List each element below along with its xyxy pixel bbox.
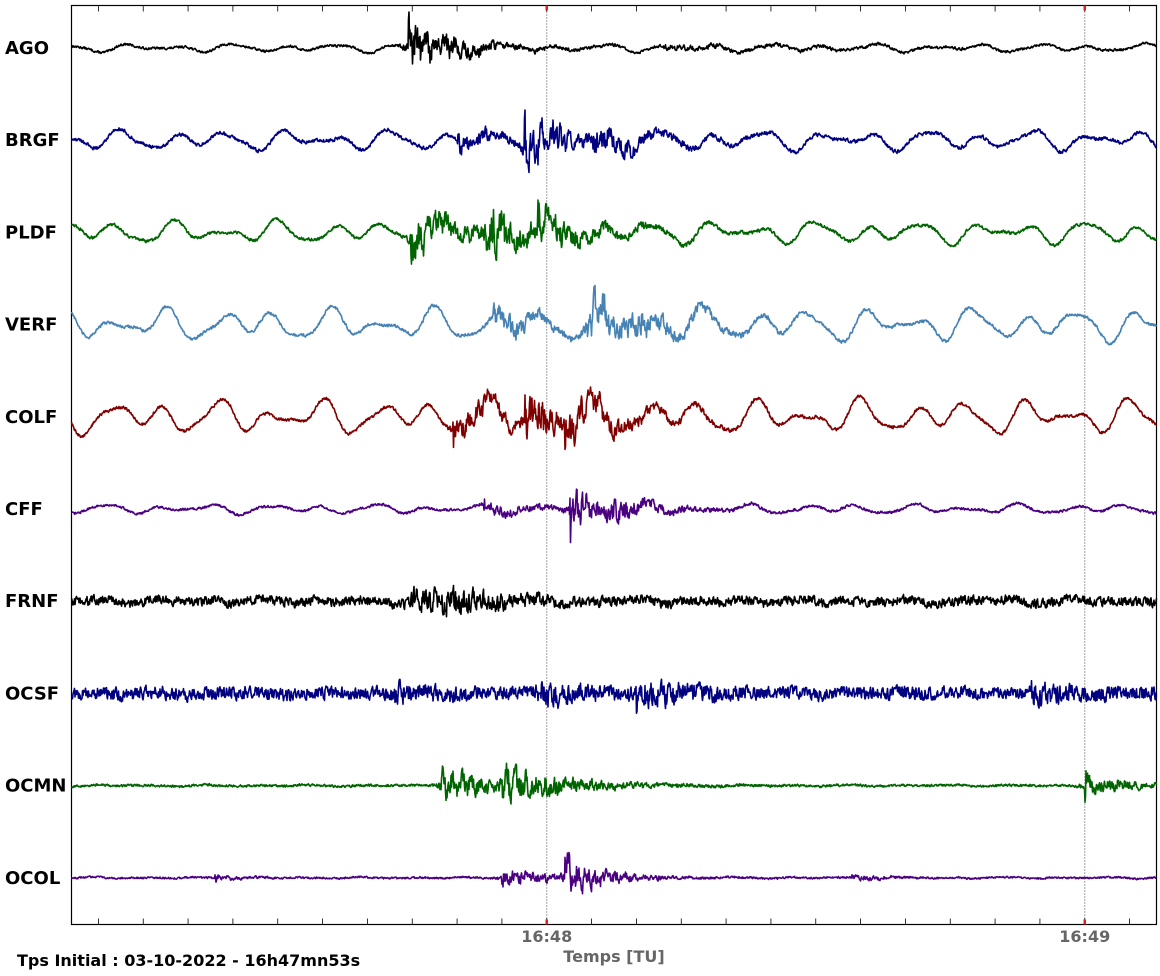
trace-verf: [70, 284, 1158, 346]
x-tick-label: 16:48: [521, 927, 572, 946]
station-label-cff: CFF: [5, 499, 43, 520]
station-label-ago: AGO: [5, 38, 49, 59]
station-label-frnf: FRNF: [5, 591, 59, 612]
trace-ocsf: [70, 678, 1158, 715]
station-label-verf: VERF: [5, 315, 57, 336]
station-label-ocsf: OCSF: [5, 683, 59, 704]
trace-colf: [70, 386, 1157, 451]
trace-frnf: [70, 584, 1158, 618]
x-axis-title: Temps [TU]: [563, 947, 665, 966]
plot-frame: [70, 4, 1158, 926]
trace-cff: [71, 488, 1157, 544]
station-label-colf: COLF: [5, 407, 57, 428]
trace-ago: [70, 11, 1157, 65]
trace-brgf: [70, 109, 1158, 174]
station-label-ocol: OCOL: [5, 868, 60, 889]
trace-ocmn: [70, 762, 1158, 805]
trace-pldf: [71, 199, 1158, 265]
start-time-label: Tps Initial : 03-10-2022 - 16h47mn53s: [17, 951, 361, 970]
station-label-brgf: BRGF: [5, 130, 60, 151]
x-tick-label: 16:49: [1059, 927, 1110, 946]
trace-ocol: [70, 851, 1157, 895]
station-label-ocmn: OCMN: [5, 776, 67, 797]
station-label-pldf: PLDF: [5, 222, 57, 243]
